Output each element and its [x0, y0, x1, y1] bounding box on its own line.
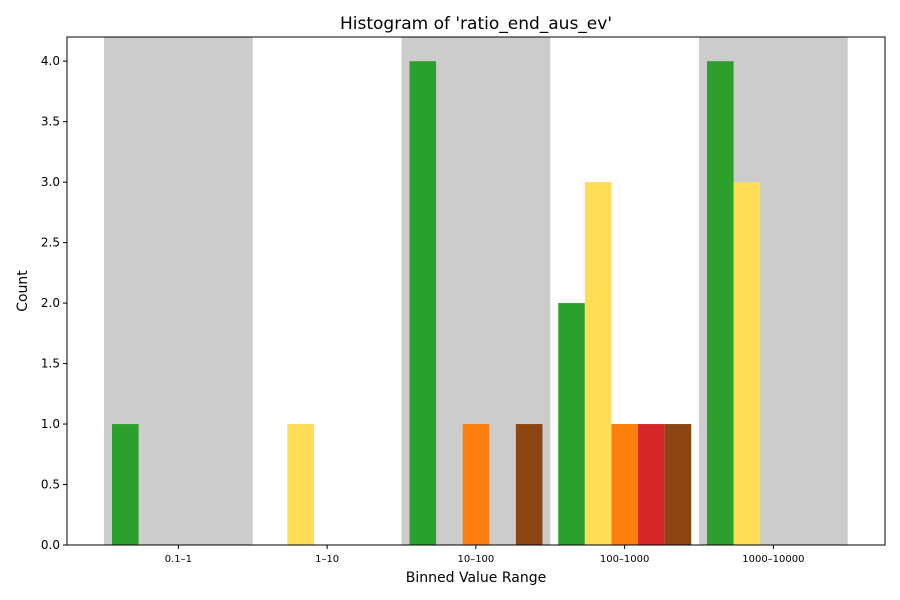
bar [611, 424, 639, 545]
bar [462, 424, 490, 545]
bar [707, 61, 734, 545]
x-tick-label: 0.1–1 [165, 554, 192, 565]
bar [287, 424, 314, 545]
bar [664, 424, 692, 545]
y-tick-label: 2.5 [41, 236, 60, 250]
y-tick-label: 0.0 [41, 538, 60, 552]
bar [112, 424, 139, 545]
bars [112, 61, 761, 545]
y-tick-label: 3.0 [41, 175, 60, 189]
y-tick-label: 1.5 [41, 357, 60, 371]
x-axis-label: Binned Value Range [406, 570, 546, 586]
bar [584, 182, 612, 545]
x-tick-label: 100–1000 [600, 554, 650, 565]
y-tick-label: 2.0 [41, 296, 60, 310]
x-tick-label: 1–10 [315, 554, 339, 565]
y-tick-label: 0.5 [41, 478, 60, 492]
bar [515, 424, 543, 545]
bar [409, 61, 437, 545]
bar [733, 182, 761, 545]
x-tick-label: 10–100 [457, 554, 494, 565]
bar [558, 303, 585, 545]
y-tick-label: 4.0 [41, 54, 60, 68]
y-axis-label: Count [15, 270, 31, 312]
x-axis: 0.1–1 1–10 10–100 100–1000 1000–10000 [165, 545, 805, 565]
bar [638, 424, 665, 545]
y-tick-label: 3.5 [41, 115, 60, 129]
y-axis: 0.0 0.5 1.0 1.5 2.0 2.5 3.0 3.5 4.0 [41, 54, 67, 552]
x-tick-label: 1000–10000 [742, 554, 804, 565]
chart-title: Histogram of 'ratio_end_aus_ev' [340, 14, 612, 34]
y-tick-label: 1.0 [41, 417, 60, 431]
